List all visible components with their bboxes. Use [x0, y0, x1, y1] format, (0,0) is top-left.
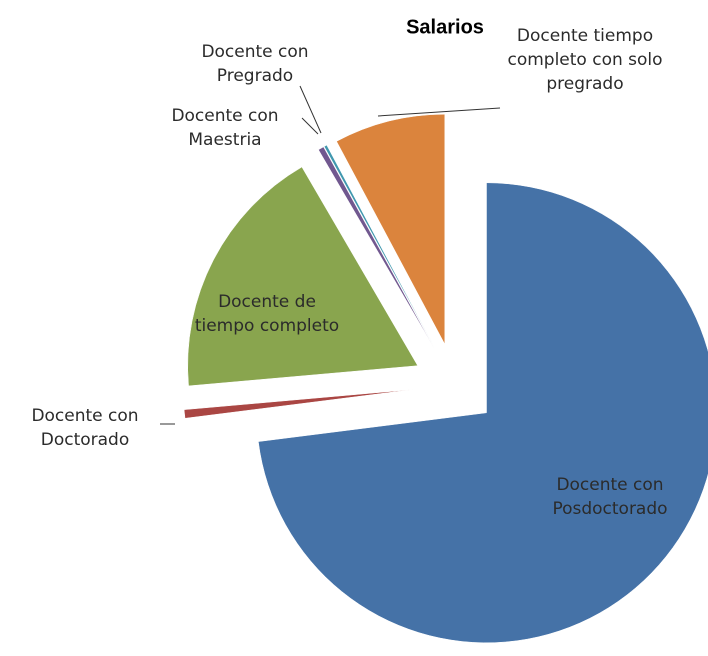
- slice-label: Docente con Posdoctorado: [552, 475, 668, 519]
- slice-label: Docente con Pregrado: [201, 42, 309, 86]
- slice-label: Docente tiempo completo con solo pregrad…: [507, 26, 663, 94]
- pie-slice: [336, 114, 446, 345]
- pie-slice: [183, 389, 414, 419]
- pie-slice: [318, 146, 435, 349]
- leader-line: [299, 85, 322, 134]
- chart-title: Salarios: [406, 16, 484, 39]
- slice-label: Docente de tiempo completo: [194, 292, 340, 336]
- leader-line: [377, 107, 501, 117]
- slice-label: Docente con Maestria: [171, 106, 279, 150]
- pie-slice: [323, 144, 436, 349]
- leader-line: [301, 117, 319, 135]
- pie-slice: [187, 166, 419, 387]
- pie-slice: [258, 182, 708, 643]
- slice-label: Docente con Doctorado: [31, 406, 139, 450]
